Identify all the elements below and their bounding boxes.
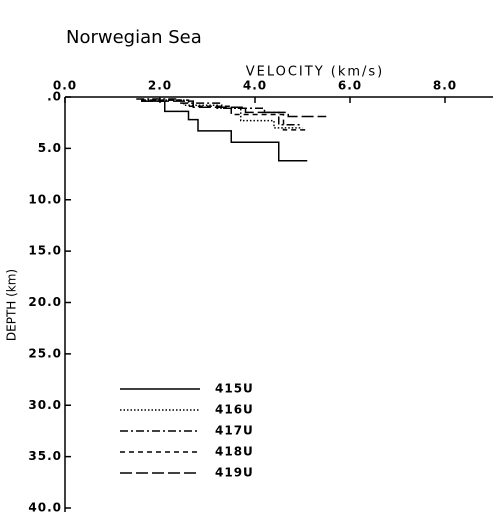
y-tick-label: .0	[47, 90, 62, 104]
legend-label: 415U	[215, 382, 254, 396]
x-tick-label: 4.0	[243, 79, 267, 93]
y-tick-label: 35.0	[28, 449, 62, 463]
y-tick-label: 15.0	[28, 244, 62, 258]
y-tick-label: 10.0	[28, 192, 62, 206]
profile-line	[141, 99, 308, 131]
y-tick-label: 5.0	[38, 141, 62, 155]
x-tick-label: 6.0	[338, 79, 362, 93]
legend-label: 418U	[215, 445, 254, 459]
legend-label: 417U	[215, 424, 254, 438]
profile-line	[141, 100, 327, 118]
legend-label: 416U	[215, 403, 254, 417]
y-axis-label: DEPTH (km)	[5, 269, 19, 341]
legend-label: 419U	[215, 466, 254, 480]
x-tick-label: 2.0	[148, 79, 172, 93]
y-tick-label: 40.0	[28, 501, 62, 512]
y-tick-label: 30.0	[28, 398, 62, 412]
y-tick-label: 25.0	[28, 346, 62, 360]
chart-title: Norwegian Sea	[66, 27, 202, 48]
x-axis-label: VELOCITY (km/s)	[246, 65, 385, 80]
y-tick-label: 20.0	[28, 295, 62, 309]
profile-line	[141, 100, 308, 162]
x-tick-label: 8.0	[433, 79, 457, 93]
x-tick-label: 0.0	[53, 79, 77, 93]
